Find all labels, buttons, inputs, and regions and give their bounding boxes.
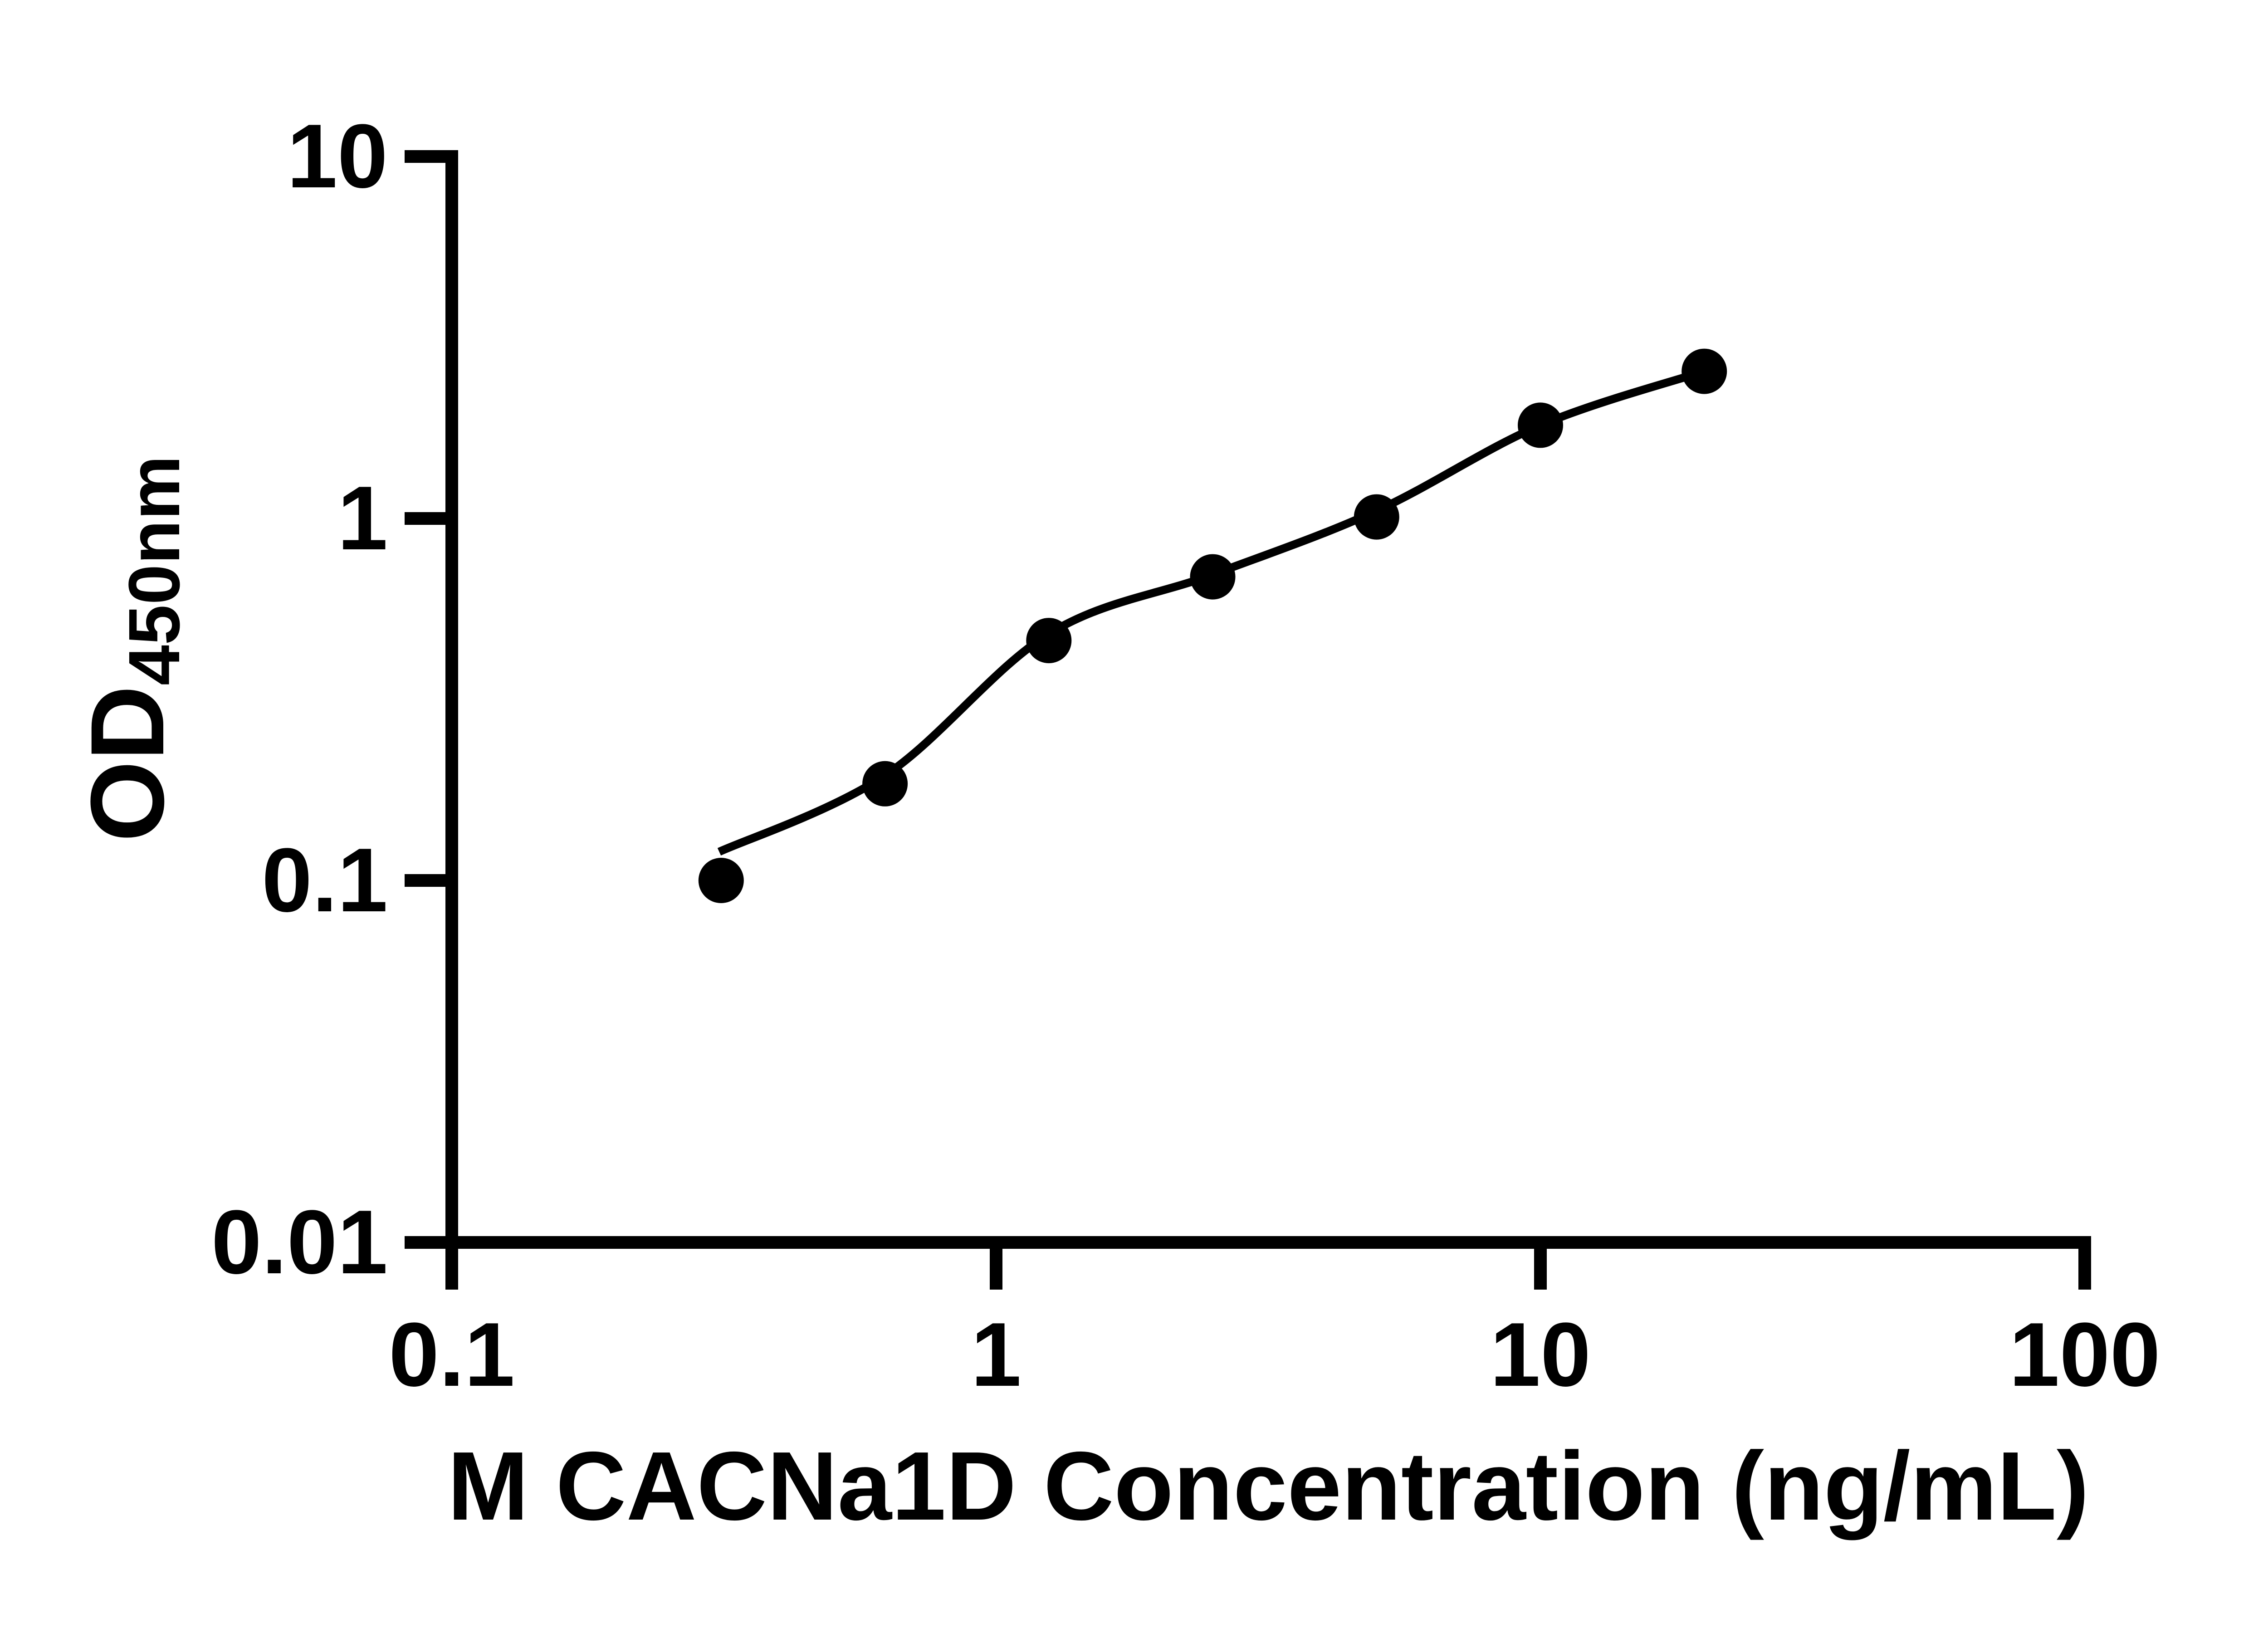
y-axis-title-main: OD	[69, 685, 186, 842]
axes	[445, 150, 2091, 1249]
data-point	[1518, 402, 1563, 448]
data-point	[1681, 348, 1727, 394]
x-axis-ticks	[445, 1236, 2091, 1290]
y-tick-label: 0.1	[262, 830, 388, 931]
y-axis-tick-labels: 10 1 0.1 0.01	[211, 106, 388, 1293]
x-tick-label: 0.1	[389, 1304, 515, 1405]
y-axis-title-subscript: 450nm	[113, 455, 195, 685]
data-point	[1026, 618, 1072, 664]
x-tick-label: 100	[2009, 1304, 2160, 1405]
x-axis-title: M CACNa1D Concentration (ng/mL)	[447, 1431, 2089, 1540]
x-tick-label: 1	[971, 1304, 1021, 1405]
y-tick-label: 10	[287, 106, 388, 207]
data-point	[698, 858, 744, 903]
x-axis-tick-labels: 0.1 1 10 100	[389, 1304, 2160, 1405]
data-point	[1354, 494, 1399, 540]
data-point	[862, 761, 908, 807]
y-tick-label: 0.01	[211, 1192, 388, 1293]
y-axis-title: OD450nm	[69, 455, 195, 842]
y-tick-label: 1	[337, 468, 388, 569]
data-points	[698, 348, 1727, 903]
x-tick-label: 10	[1490, 1304, 1591, 1405]
data-point	[1190, 554, 1236, 600]
